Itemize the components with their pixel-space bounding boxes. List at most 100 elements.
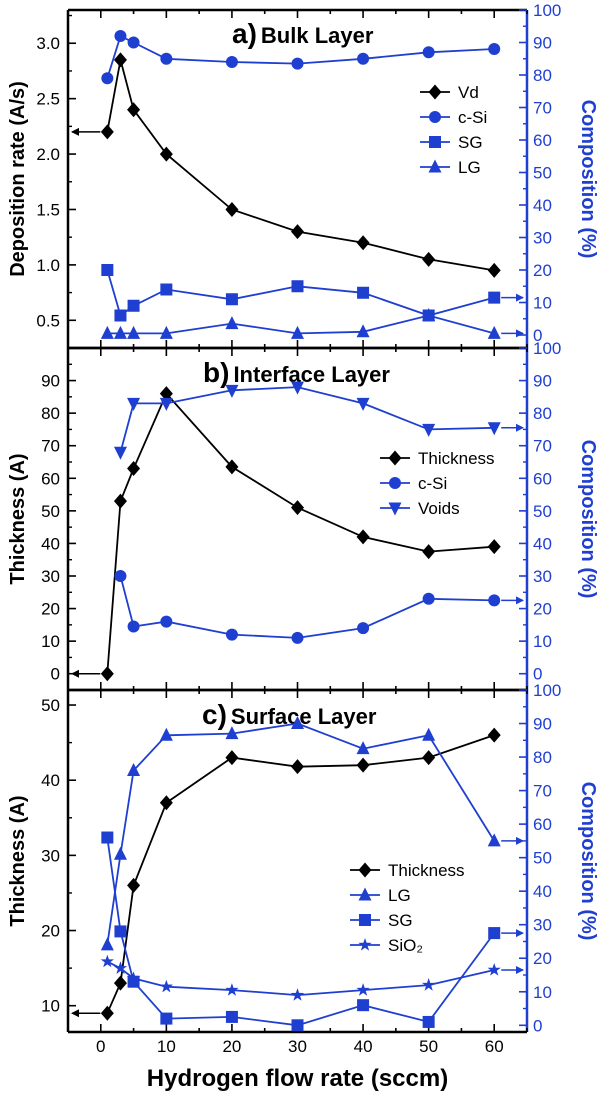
y-tick-label: 2.5 bbox=[36, 90, 60, 109]
y2-tick-label: 40 bbox=[533, 534, 552, 553]
y2-tick-label: 90 bbox=[533, 34, 552, 53]
data-point bbox=[291, 381, 304, 395]
y2-tick-label: 50 bbox=[533, 849, 552, 868]
series-vd bbox=[71, 52, 501, 278]
axis-arrow-head bbox=[516, 929, 524, 938]
legend-entry: Voids bbox=[380, 499, 460, 518]
data-point bbox=[422, 544, 436, 560]
data-point bbox=[113, 325, 127, 339]
y2-tick-label: 60 bbox=[533, 131, 552, 150]
data-point bbox=[422, 251, 436, 267]
data-point bbox=[487, 727, 501, 743]
data-point bbox=[488, 594, 501, 607]
y2-tick-label: 40 bbox=[533, 882, 552, 901]
data-point bbox=[225, 726, 239, 740]
legend-label: Voids bbox=[418, 499, 460, 518]
data-point bbox=[225, 1010, 238, 1023]
y2-tick-label: 50 bbox=[533, 502, 552, 521]
y2-tick-label: 60 bbox=[533, 469, 552, 488]
data-point bbox=[291, 716, 304, 730]
y-tick-label: 0.5 bbox=[36, 311, 60, 330]
data-point bbox=[114, 309, 127, 322]
y-axis-label: Deposition rate (A/s) bbox=[7, 81, 29, 277]
legend-marker bbox=[428, 84, 442, 100]
legend-marker bbox=[389, 477, 401, 489]
axis-arrow-head bbox=[516, 329, 524, 338]
data-point bbox=[356, 235, 370, 251]
data-point bbox=[422, 750, 436, 766]
data-point bbox=[357, 999, 370, 1012]
legend-entry: LG bbox=[350, 886, 411, 905]
data-point bbox=[225, 293, 238, 306]
data-point bbox=[290, 988, 305, 1001]
series-lg bbox=[100, 308, 524, 339]
y-tick-label: 30 bbox=[41, 567, 60, 586]
series-sg bbox=[101, 831, 524, 1032]
x-tick-label: 30 bbox=[288, 1037, 307, 1056]
data-point bbox=[127, 36, 140, 49]
data-point bbox=[422, 423, 436, 437]
data-point bbox=[101, 72, 114, 85]
y2-tick-label: 100 bbox=[533, 339, 561, 358]
data-point bbox=[291, 1019, 304, 1032]
legend-entry: LG bbox=[420, 158, 481, 177]
series-c-si bbox=[101, 30, 501, 85]
data-point bbox=[487, 539, 501, 555]
y2-tick-label: 0 bbox=[533, 326, 542, 345]
y2-tick-label: 10 bbox=[533, 983, 552, 1002]
legend-marker bbox=[359, 914, 371, 926]
data-point bbox=[100, 1005, 114, 1021]
data-point bbox=[422, 592, 435, 605]
axis-arrow-head bbox=[516, 836, 524, 845]
data-point bbox=[487, 962, 501, 976]
data-point bbox=[159, 325, 173, 339]
data-point bbox=[291, 224, 304, 240]
data-point bbox=[488, 43, 501, 55]
data-point bbox=[291, 759, 304, 775]
axis-arrow-head bbox=[71, 127, 79, 136]
data-point bbox=[356, 397, 370, 411]
legend-entry: SG bbox=[420, 133, 483, 152]
y-axis-label: Thickness (A) bbox=[7, 453, 29, 584]
y-axis-label: Thickness (A) bbox=[7, 795, 29, 926]
legend-label: SiO₂ bbox=[388, 936, 423, 955]
axis-arrow-head bbox=[71, 1009, 79, 1018]
y2-tick-label: 80 bbox=[533, 404, 552, 423]
y2-tick-label: 0 bbox=[533, 1016, 542, 1035]
y2-tick-label: 40 bbox=[533, 196, 552, 215]
data-point bbox=[488, 291, 501, 304]
data-point bbox=[113, 446, 127, 460]
data-point bbox=[100, 325, 114, 339]
series-line bbox=[119, 386, 495, 453]
panel-1: 0.5 1.0 1.5 2.0 2.5 3.0 0 10 20 30 40 50 60 70 80 90 100… bbox=[7, 1, 599, 350]
data-point bbox=[291, 280, 304, 293]
panel-title-text: Interface Layer bbox=[233, 362, 390, 387]
data-point bbox=[101, 831, 114, 844]
legend-label: c-Si bbox=[418, 474, 447, 493]
axis-arrow-head bbox=[516, 423, 524, 432]
y-tick-label: 20 bbox=[41, 922, 60, 941]
y2-tick-label: 30 bbox=[533, 567, 552, 586]
x-tick-label: 40 bbox=[354, 1037, 373, 1056]
series-c-si bbox=[114, 570, 524, 644]
data-point bbox=[356, 324, 370, 338]
data-point bbox=[487, 422, 501, 436]
data-point bbox=[159, 979, 174, 993]
data-point bbox=[127, 325, 141, 339]
panel-title: c) Surface Layer bbox=[202, 699, 377, 730]
data-point bbox=[114, 570, 127, 582]
data-point bbox=[291, 631, 304, 644]
legend: Vd c-Si SG LG bbox=[420, 83, 487, 177]
y2-tick-label: 30 bbox=[533, 229, 552, 248]
y2-tick-label: 0 bbox=[533, 665, 542, 684]
legend-label: SG bbox=[388, 911, 413, 930]
legend-marker bbox=[429, 111, 441, 123]
y2-axis-label: Composition (%) bbox=[577, 782, 599, 941]
y-tick-label: 80 bbox=[41, 404, 60, 423]
data-point bbox=[225, 384, 239, 398]
y2-tick-label: 20 bbox=[533, 600, 552, 619]
x-tick-label: 10 bbox=[157, 1037, 176, 1056]
y2-tick-label: 80 bbox=[533, 748, 552, 767]
legend-label: LG bbox=[458, 158, 481, 177]
data-point bbox=[100, 937, 114, 951]
